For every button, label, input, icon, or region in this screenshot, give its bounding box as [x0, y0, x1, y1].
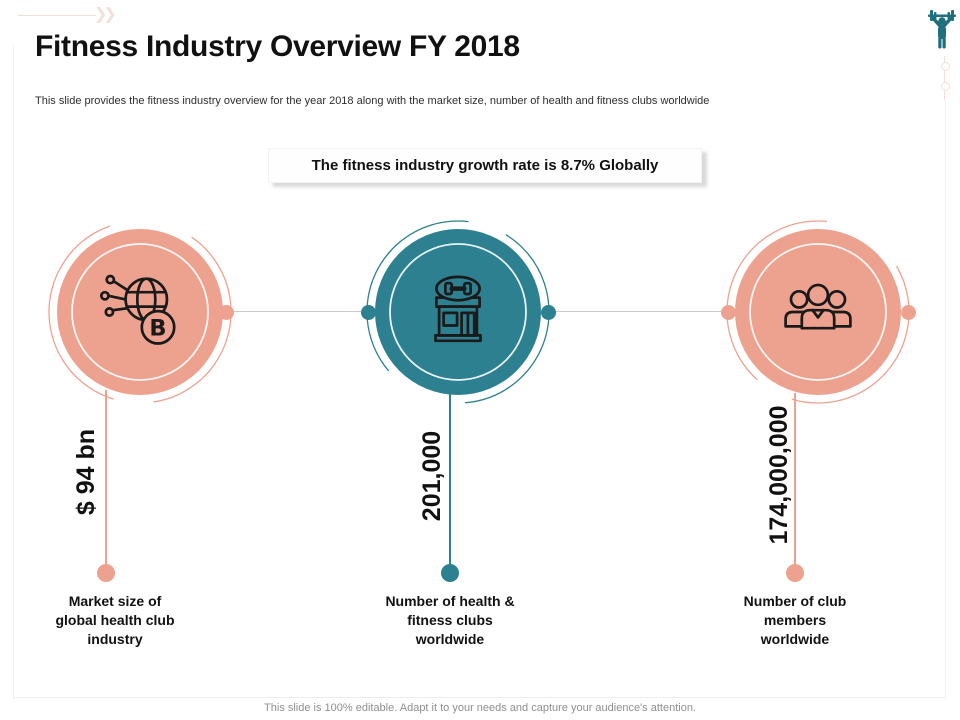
right-decor-line — [944, 56, 945, 100]
stat-label-members: Number of club members worldwide — [743, 593, 847, 647]
connector-line — [556, 311, 721, 312]
team-members-icon — [784, 283, 852, 330]
connector-dot — [361, 305, 376, 320]
stem-dot — [786, 564, 804, 582]
stem-dot — [97, 564, 115, 582]
stem-line — [449, 392, 451, 565]
connector-line — [233, 311, 361, 312]
stem-line — [794, 393, 796, 565]
stat-label-market-size: Market size of global health club indust… — [55, 593, 175, 647]
right-decor-dot-icon — [941, 62, 950, 71]
top-left-decor-line — [18, 15, 96, 16]
right-decor-dot-icon — [941, 82, 950, 91]
footer-note: This slide is 100% editable. Adapt it to… — [264, 702, 696, 714]
connector-dot — [219, 305, 234, 320]
growth-rate-banner-text: The fitness industry growth rate is 8.7%… — [311, 157, 659, 174]
connector-dot — [721, 305, 736, 320]
stat-value-members: 174,000,000 — [765, 405, 793, 545]
page-title: Fitness Industry Overview FY 2018 — [35, 30, 520, 63]
frame-right-line — [945, 100, 946, 700]
stem-line — [105, 390, 107, 565]
growth-rate-banner: The fitness industry growth rate is 8.7%… — [268, 148, 702, 183]
gym-storefront-icon — [434, 275, 482, 343]
connector-dot — [541, 305, 556, 320]
stem-dot — [441, 564, 459, 582]
stat-value-market-size: $ 94 bn — [72, 428, 100, 516]
weightlifter-icon — [928, 10, 956, 49]
svg-text:B: B — [149, 315, 166, 341]
stat-label-clubs: Number of health & fitness clubs worldwi… — [385, 593, 515, 647]
stat-value-clubs: 201,000 — [418, 430, 446, 522]
frame-left-line — [13, 45, 14, 700]
footer-divider — [13, 697, 945, 698]
globe-bitcoin-network-icon: B — [99, 274, 176, 345]
chevrons-decor-icon: ❯❯ — [94, 6, 117, 23]
page-subtitle: This slide provides the fitness industry… — [35, 95, 710, 107]
connector-dot — [901, 305, 916, 320]
